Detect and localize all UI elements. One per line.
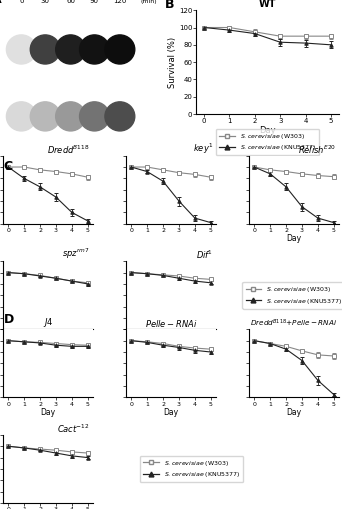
Text: $\it{Relish}$$^{E20}$: $\it{Relish}$$^{E20}$: [298, 143, 336, 156]
Circle shape: [80, 35, 109, 64]
Text: $\it{spz}$$^{rm7}$: $\it{spz}$$^{rm7}$: [62, 247, 90, 261]
Legend: $\it{S. cerevisiae}$ (W303), $\it{S. cerevisiae}$ (KNU5377): $\it{S. cerevisiae}$ (W303), $\it{S. cer…: [242, 282, 342, 308]
Title: WT: WT: [259, 0, 276, 9]
Text: 120: 120: [113, 0, 127, 4]
Text: 0: 0: [19, 0, 24, 4]
X-axis label: Day: Day: [287, 408, 302, 417]
X-axis label: Day: Day: [163, 408, 179, 417]
Text: $\it{key}$$^{1}$: $\it{key}$$^{1}$: [193, 142, 213, 156]
Circle shape: [105, 35, 135, 64]
Text: (min): (min): [141, 0, 157, 4]
X-axis label: Day: Day: [40, 340, 55, 349]
Circle shape: [6, 35, 36, 64]
Legend: $\it{S. cerevisiae}$ (W303), $\it{S. cerevisiae}$ (KNU5377): $\it{S. cerevisiae}$ (W303), $\it{S. cer…: [216, 129, 319, 155]
Text: 30: 30: [41, 0, 50, 4]
Text: D: D: [3, 313, 14, 326]
Text: A: A: [0, 0, 1, 6]
Circle shape: [56, 102, 86, 131]
Text: $\it{Dredd}$$^{B118}$: $\it{Dredd}$$^{B118}$: [47, 143, 90, 156]
Text: 60: 60: [66, 0, 75, 4]
Circle shape: [80, 102, 109, 131]
Text: $\it{Dif}$$^{1}$: $\it{Dif}$$^{1}$: [196, 249, 213, 261]
X-axis label: Day: Day: [163, 340, 179, 349]
Text: C: C: [3, 160, 13, 174]
Circle shape: [105, 102, 135, 131]
Circle shape: [56, 35, 86, 64]
Text: $\it{Cact}$$^{-12}$: $\it{Cact}$$^{-12}$: [57, 422, 90, 435]
Circle shape: [30, 102, 60, 131]
Legend: $\it{S. cerevisiae}$ (W303), $\it{S. cerevisiae}$ (KNU5377): $\it{S. cerevisiae}$ (W303), $\it{S. cer…: [140, 456, 244, 483]
X-axis label: Day: Day: [287, 234, 302, 243]
X-axis label: Day: Day: [40, 408, 55, 417]
Title: $\it{J4}$: $\it{J4}$: [43, 316, 53, 329]
Title: $\it{Dredd}$$^{B118}$$\it{+Pelle-RNAi}$: $\it{Dredd}$$^{B118}$$\it{+Pelle-RNAi}$: [250, 318, 338, 329]
Text: 90: 90: [90, 0, 99, 4]
X-axis label: Day: Day: [259, 126, 276, 135]
Circle shape: [30, 35, 60, 64]
Title: $\it{Pelle-RNAi}$: $\it{Pelle-RNAi}$: [145, 318, 197, 329]
Text: B: B: [165, 0, 175, 11]
Y-axis label: Survival (%): Survival (%): [168, 37, 177, 88]
Circle shape: [6, 102, 36, 131]
